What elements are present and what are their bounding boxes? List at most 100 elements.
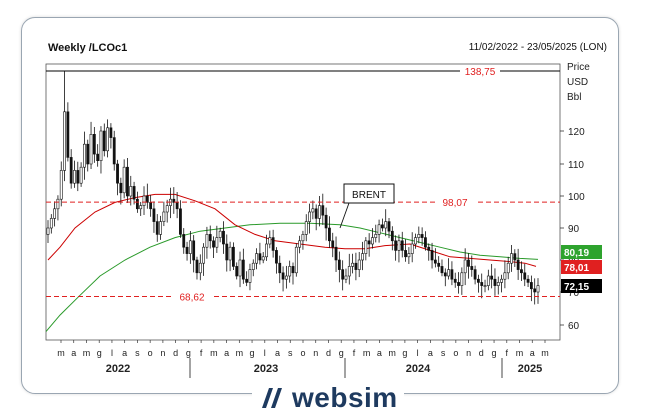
candle — [248, 263, 252, 291]
candle-body — [443, 272, 447, 277]
candle — [394, 235, 398, 261]
candle-body — [493, 278, 497, 286]
moving-average-red — [47, 193, 537, 267]
x-tick-label: s — [135, 348, 140, 358]
candle — [304, 214, 308, 242]
candle — [162, 201, 166, 227]
candle-body — [473, 269, 477, 280]
candle-body — [417, 234, 421, 238]
candle — [132, 181, 136, 205]
candle-body — [520, 269, 523, 274]
candle-body — [248, 269, 252, 283]
candle-body — [284, 275, 288, 280]
candle-body — [46, 227, 50, 235]
candle-body — [318, 205, 321, 219]
x-tick-label: f — [353, 348, 356, 358]
candle — [364, 237, 368, 261]
candle — [159, 215, 162, 240]
candle-body — [102, 130, 106, 152]
candle — [218, 227, 222, 243]
candle-body — [437, 262, 441, 267]
candle-body — [440, 266, 444, 274]
candle-body — [205, 234, 209, 248]
candle — [126, 158, 129, 204]
y-tick-label: 70 — [568, 288, 580, 299]
candle — [92, 126, 96, 163]
candle-body — [526, 278, 530, 283]
candle — [367, 233, 371, 257]
candle — [417, 226, 421, 244]
candle-body — [414, 237, 417, 245]
candle — [251, 259, 255, 277]
x-tick-label: g — [339, 348, 344, 358]
candle — [66, 102, 70, 162]
level-label: 68,62 — [179, 293, 204, 304]
candle — [265, 234, 268, 261]
value-badge — [561, 245, 602, 259]
y-tick-label: 60 — [568, 321, 580, 332]
brent-label-box — [343, 183, 395, 204]
candle-body — [308, 211, 311, 222]
candle-body — [334, 246, 338, 261]
x-tick-label: a — [71, 348, 76, 358]
candle-body — [361, 253, 364, 261]
candle — [261, 252, 265, 264]
candle — [318, 196, 321, 227]
candle-body — [116, 163, 119, 184]
candle — [155, 214, 159, 242]
candle-body — [99, 130, 103, 162]
candle — [433, 248, 437, 268]
candle — [281, 266, 285, 292]
x-tick-label: d — [479, 348, 484, 358]
candle — [142, 186, 146, 216]
level-label-bg — [172, 290, 212, 303]
candle — [424, 231, 427, 251]
year-label: 2024 — [406, 363, 431, 375]
candle — [437, 256, 441, 272]
candle — [380, 218, 384, 232]
candle-body — [119, 182, 123, 194]
candle-body — [328, 227, 331, 242]
candle-body — [222, 230, 225, 245]
candle — [56, 195, 60, 221]
candle — [188, 231, 192, 264]
candle — [450, 261, 454, 286]
candle — [460, 267, 464, 295]
x-tick-label: n — [160, 348, 165, 358]
x-tick-label: m — [210, 348, 218, 358]
candle-body — [212, 240, 215, 248]
candle — [400, 231, 404, 258]
candle — [119, 177, 123, 205]
candle-body — [202, 246, 206, 264]
candle-body — [198, 262, 202, 274]
x-tick-label: f — [506, 348, 509, 358]
x-tick-label: m — [236, 348, 244, 358]
candle-body — [96, 153, 100, 162]
candle — [427, 243, 431, 261]
candle-body — [344, 275, 348, 280]
candle — [529, 275, 533, 302]
candle — [404, 239, 407, 262]
candle — [384, 209, 388, 237]
y-tick-label: 100 — [568, 192, 585, 203]
candle-body — [192, 240, 196, 261]
candle — [205, 226, 209, 259]
brent-pointer — [339, 202, 350, 229]
candle-body — [281, 272, 285, 280]
candle-body — [460, 272, 464, 286]
candle — [331, 232, 335, 258]
candle — [344, 268, 348, 284]
x-tick-label: m — [541, 348, 549, 358]
candle — [222, 221, 225, 254]
candle — [109, 123, 113, 149]
candle — [102, 123, 106, 157]
value-badge-label: 78,01 — [564, 263, 589, 274]
candle — [192, 235, 196, 273]
chart-date-range: 11/02/2022 - 23/05/2025 (LON) — [468, 42, 607, 53]
candle-body — [122, 166, 126, 194]
candle — [198, 254, 202, 281]
candle-body — [331, 240, 335, 248]
candle-body — [503, 272, 507, 280]
candle — [145, 183, 149, 209]
candle-body — [126, 166, 129, 197]
